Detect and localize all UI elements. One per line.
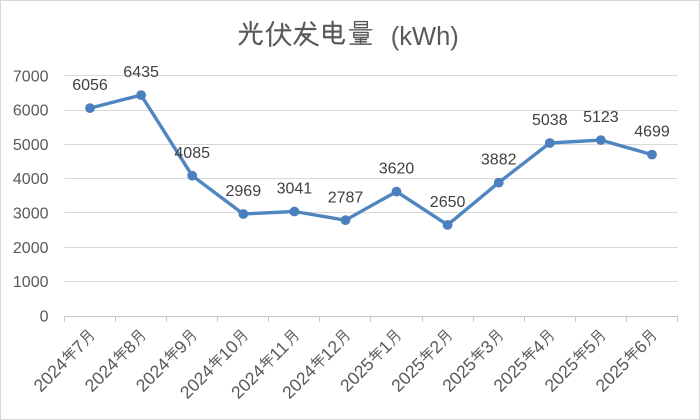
svg-text:5038: 5038 bbox=[532, 112, 568, 129]
svg-text:1000: 1000 bbox=[13, 274, 49, 291]
svg-text:2000: 2000 bbox=[13, 240, 49, 257]
svg-text:5000: 5000 bbox=[13, 137, 49, 154]
svg-text:6435: 6435 bbox=[123, 64, 159, 81]
svg-text:3000: 3000 bbox=[13, 206, 49, 223]
svg-text:4000: 4000 bbox=[13, 171, 49, 188]
svg-text:3041: 3041 bbox=[277, 181, 313, 198]
svg-text:2650: 2650 bbox=[430, 194, 466, 211]
svg-text:4085: 4085 bbox=[174, 145, 210, 162]
svg-text:2787: 2787 bbox=[328, 189, 364, 206]
svg-text:6000: 6000 bbox=[13, 103, 49, 120]
svg-text:(kWh): (kWh) bbox=[391, 23, 459, 51]
svg-text:3882: 3882 bbox=[481, 152, 517, 169]
svg-text:2969: 2969 bbox=[226, 183, 262, 200]
svg-text:7000: 7000 bbox=[13, 68, 49, 85]
svg-text:4699: 4699 bbox=[634, 124, 670, 141]
svg-text:6056: 6056 bbox=[72, 77, 108, 94]
svg-text:5123: 5123 bbox=[583, 109, 619, 126]
svg-text:3620: 3620 bbox=[379, 161, 415, 178]
svg-text:0: 0 bbox=[40, 308, 49, 325]
